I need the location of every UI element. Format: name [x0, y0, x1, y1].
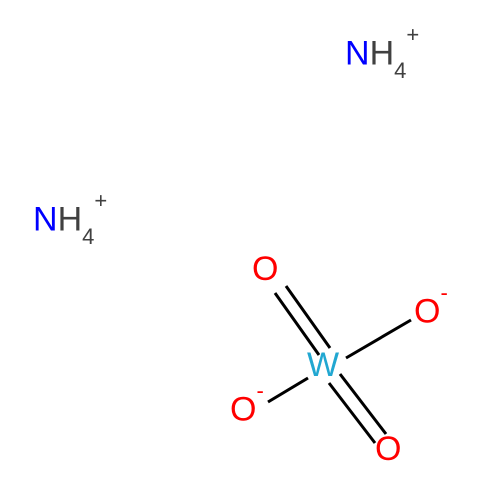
- tungsten-symbol: W: [307, 346, 339, 384]
- oxygen-symbol: O: [375, 430, 401, 468]
- oxygen-top: O: [252, 250, 278, 289]
- oxygen-right: O-: [414, 290, 448, 331]
- oxygen-symbol: O: [230, 390, 256, 428]
- bond-w-o-left: [268, 378, 308, 402]
- tungsten-atom: W: [307, 346, 339, 385]
- charge-minus: -: [256, 378, 263, 403]
- oxygen-symbol: O: [252, 250, 278, 288]
- bond-w-o-right: [346, 320, 411, 358]
- oxygen-symbol: O: [414, 292, 440, 330]
- charge-minus: -: [440, 280, 447, 305]
- oxygen-left: O-: [230, 388, 264, 429]
- oxygen-bottom: O: [375, 430, 401, 469]
